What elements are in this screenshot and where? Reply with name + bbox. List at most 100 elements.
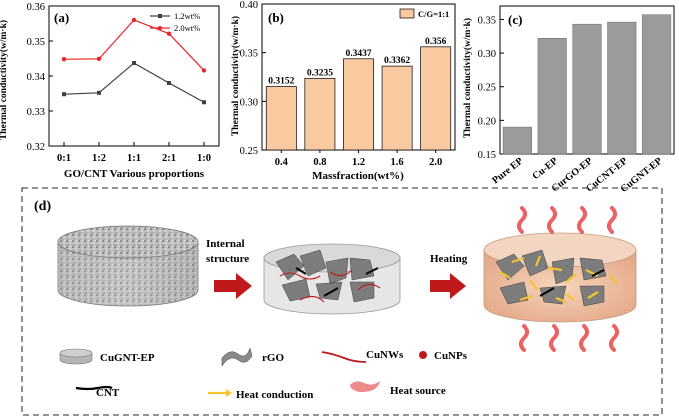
panel-b-bar bbox=[420, 46, 452, 151]
schematic-legend: CuGNT-EP rGO CuNWs CuNPs CNT bbox=[59, 347, 468, 401]
legend-label-cugnt-ep: CuGNT-EP bbox=[100, 352, 155, 364]
panel-a-point bbox=[131, 17, 137, 23]
panel-b-xtick-label: 0.8 bbox=[313, 157, 326, 168]
panel-d-schematic: (d) Internal structure Heating bbox=[21, 187, 663, 416]
panel-b-legend-label: C/G=1:1 bbox=[418, 9, 449, 19]
panel-a-xtick-label: 0:1 bbox=[57, 153, 71, 164]
flame-icon bbox=[579, 324, 589, 352]
flame-icon bbox=[577, 206, 587, 234]
panel-b-xtick-label: 2.0 bbox=[429, 157, 442, 168]
panel-b-bar bbox=[343, 58, 374, 151]
legend-item-rgo: rGO bbox=[221, 347, 284, 367]
panel-d-label: (d) bbox=[34, 199, 51, 214]
panel-c-bar bbox=[642, 14, 672, 155]
panel-b-ytick-label: 0.35 bbox=[240, 49, 258, 60]
panel-b-xtick-label: 1.2 bbox=[352, 157, 365, 168]
panel-a-xlabel: GO/CNT Various proportions bbox=[64, 168, 205, 180]
step2-arrow-icon bbox=[430, 273, 466, 299]
panel-a-line-chart: Thermal conductivity(w/m·k) 0.32 0.33 0.34… bbox=[0, 2, 220, 180]
panel-b-label: (b) bbox=[268, 10, 284, 25]
step1-arrow-icon bbox=[214, 273, 252, 299]
panel-b-bar-label: 0.3152 bbox=[268, 77, 294, 87]
panel-a-ytick-label: 0.34 bbox=[27, 72, 46, 83]
heat-source-flames bbox=[517, 206, 619, 352]
panel-c-ytick-label: 0.15 bbox=[478, 150, 496, 161]
panel-b-bar-label: 0.3437 bbox=[345, 49, 371, 59]
panel-a-point bbox=[202, 100, 206, 105]
panel-b-ytick-label: 0.30 bbox=[240, 97, 258, 108]
panel-c-bar-chart: Thermal conductivity(w/m·k) 0.15 0.20 0.25… bbox=[462, 5, 675, 195]
panel-b-xlabel: Massfraction(wt%) bbox=[312, 170, 404, 182]
flame-icon bbox=[607, 206, 617, 234]
panel-b-xtick-label: 1.6 bbox=[391, 157, 404, 168]
panel-c-ylabel: Thermal conductivity(w/m·k) bbox=[462, 18, 473, 138]
panel-c-xtick-label: Cu-EP bbox=[530, 156, 560, 182]
legend-item-cunps: CuNPs bbox=[419, 350, 468, 362]
legend-label-heat-source: Heat source bbox=[390, 385, 446, 397]
panel-a-legend-label: 2.0wt% bbox=[174, 23, 200, 33]
panel-a-legend-label: 1.2wt% bbox=[174, 11, 200, 21]
panel-b-bar bbox=[304, 78, 336, 151]
panel-b-bar-label: 0.3235 bbox=[307, 68, 333, 78]
step1-label-line1: Internal bbox=[206, 238, 245, 250]
flame-icon bbox=[519, 324, 529, 352]
legend-label-cunws: CuNWs bbox=[366, 349, 404, 361]
schematic-frame bbox=[21, 187, 663, 416]
panel-c-ytick-label: 0.20 bbox=[478, 116, 496, 127]
legend-item-cnt: CNT bbox=[75, 385, 120, 399]
panel-a-point bbox=[96, 56, 102, 62]
panel-b-xtick-label: 0.4 bbox=[275, 157, 289, 168]
panel-b-bar bbox=[381, 65, 413, 151]
legend-item-heat-conduction: Heat conduction bbox=[208, 389, 313, 401]
panel-b-ylabel: Thermal conductivity(w/m·k) bbox=[230, 16, 241, 136]
panel-b-bar bbox=[265, 86, 297, 151]
legend-item-cugnt-ep: CuGNT-EP bbox=[59, 348, 155, 365]
panel-a-xtick-label: 1:0 bbox=[197, 153, 211, 164]
panel-a-xtick-label: 1:2 bbox=[92, 153, 106, 164]
panel-c-bar bbox=[572, 23, 602, 155]
panel-a-label: (a) bbox=[54, 10, 69, 25]
wire-icon bbox=[321, 351, 367, 363]
panel-a-series-line bbox=[63, 62, 205, 103]
panel-a-point bbox=[61, 57, 67, 62]
legend-label-cunps: CuNPs bbox=[434, 350, 468, 362]
panel-a-point bbox=[167, 81, 171, 85]
legend-label-cnt: CNT bbox=[96, 387, 120, 399]
flame-icon bbox=[609, 324, 619, 352]
panel-a-legend-marker bbox=[158, 26, 162, 30]
panel-a-ytick-label: 0.33 bbox=[27, 107, 45, 118]
panel-a-point bbox=[132, 61, 136, 66]
panel-a-ytick-label: 0.32 bbox=[27, 142, 45, 153]
panel-c-ytick-label: 0.35 bbox=[478, 15, 496, 26]
porous-cylinder-icon bbox=[57, 225, 199, 307]
panel-b-legend-swatch bbox=[399, 8, 415, 19]
flame-icon bbox=[350, 381, 380, 392]
sheet-icon bbox=[221, 347, 253, 367]
panel-a-legend-marker bbox=[158, 14, 162, 18]
panel-c-ytick-label: 0.25 bbox=[478, 83, 496, 94]
panel-a-point bbox=[166, 31, 172, 36]
panel-a-point bbox=[97, 90, 101, 95]
panel-c-ytick-label: 0.30 bbox=[478, 49, 496, 60]
step2-label: Heating bbox=[430, 253, 468, 265]
panel-b-bar-label: 0.3362 bbox=[384, 56, 410, 66]
panel-a-xtick-label: 2:1 bbox=[162, 153, 176, 164]
tube-icon bbox=[75, 385, 113, 391]
panel-c-label: (c) bbox=[508, 12, 522, 27]
panel-a-ylabel: Thermal conductivity(w/m·k) bbox=[0, 20, 9, 140]
panel-c-bar bbox=[537, 38, 567, 155]
particle-icon bbox=[419, 351, 427, 359]
panel-c-bar bbox=[502, 126, 532, 155]
panel-a-point bbox=[201, 68, 207, 73]
legend-label-heat-conduction: Heat conduction bbox=[236, 389, 313, 401]
heated-cylinder-icon bbox=[483, 232, 637, 323]
step1-label-line2: structure bbox=[206, 253, 249, 265]
internal-structure-cylinder-icon bbox=[263, 243, 401, 315]
panel-b-bar-label: 0.356 bbox=[425, 37, 447, 47]
legend-item-cunws: CuNWs bbox=[321, 349, 404, 363]
panel-b-bar-chart: Thermal conductivity(w/m·k) 0.25 0.30 0.35… bbox=[230, 0, 456, 182]
legend-label-rgo: rGO bbox=[262, 352, 284, 364]
panel-b-ytick-label: 0.40 bbox=[240, 0, 258, 11]
step1-label: Internal structure bbox=[206, 238, 249, 265]
